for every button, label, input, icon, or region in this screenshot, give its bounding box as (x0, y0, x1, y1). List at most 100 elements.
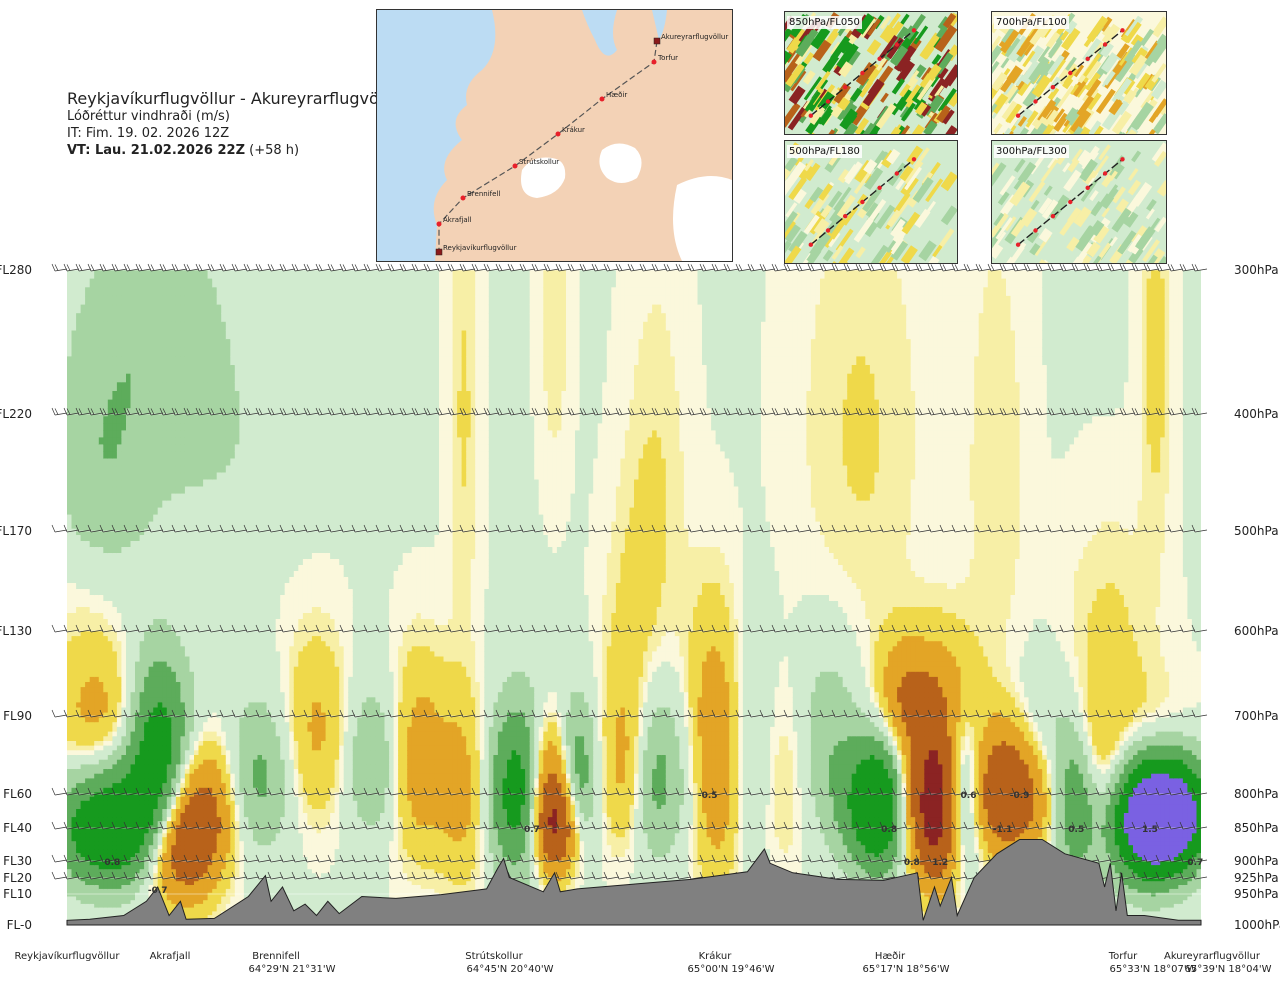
field-cell (203, 514, 209, 523)
field-cell (225, 641, 231, 647)
field-cell (80, 903, 86, 909)
field-cell (171, 750, 177, 756)
field-cell (180, 601, 186, 608)
field-cell (94, 571, 100, 578)
field-cell (203, 656, 209, 663)
field-cell (135, 583, 141, 590)
field-cell (162, 764, 168, 770)
field-cell (144, 731, 150, 737)
field-cell (112, 692, 118, 698)
field-cell (112, 444, 118, 452)
field-cell (198, 486, 204, 495)
minimap-cell (1156, 180, 1166, 197)
field-cell (157, 769, 163, 775)
field-cell (207, 304, 213, 314)
field-cell (85, 907, 91, 912)
waypoint-marker (436, 221, 442, 227)
field-cell (153, 769, 159, 775)
field-cell (126, 697, 132, 703)
field-cell (194, 295, 200, 306)
field-cell (112, 391, 118, 401)
field-cell (216, 804, 222, 810)
field-cell (166, 745, 172, 751)
field-cell (135, 676, 141, 683)
field-cell (216, 565, 222, 572)
field-cell (89, 313, 95, 323)
field-cell (71, 907, 77, 912)
field-cell (189, 804, 195, 810)
field-cell (166, 330, 172, 340)
field-cell (207, 313, 213, 323)
field-cell (107, 682, 113, 688)
field-cell (112, 430, 118, 438)
field-cell (157, 885, 163, 890)
field-cell (139, 881, 145, 886)
field-cell (71, 745, 77, 751)
field-cell (157, 841, 163, 846)
field-cell (157, 800, 163, 806)
field-cell (116, 813, 122, 818)
field-cell (148, 759, 154, 765)
field-cell (153, 804, 159, 810)
field-cell (207, 399, 213, 409)
field-cell (135, 702, 141, 709)
field-cell (148, 373, 154, 383)
minimap-cell (1020, 60, 1042, 85)
field-cell (184, 313, 190, 323)
field-cell (153, 444, 159, 452)
field-cell (203, 391, 209, 401)
field-cell (203, 787, 209, 794)
field-cell (194, 365, 200, 375)
field-cell (98, 731, 104, 737)
field-cell (71, 641, 77, 647)
field-cell (121, 507, 127, 516)
field-cell (107, 607, 113, 614)
field-cell (121, 873, 127, 878)
field-cell (148, 619, 154, 626)
field-cell (76, 399, 82, 409)
field-cell (98, 330, 104, 340)
field-cell (94, 837, 100, 842)
field-cell (180, 773, 186, 779)
field-cell (76, 313, 82, 323)
field-cell (189, 869, 195, 874)
field-cell (225, 507, 231, 516)
field-cell (112, 845, 118, 850)
minimap-cell (1116, 43, 1130, 59)
field-cell (144, 528, 150, 536)
field-cell (180, 270, 186, 280)
field-cell (216, 769, 222, 775)
field-cell (67, 702, 73, 709)
field-cell (221, 869, 227, 874)
field-cell (144, 408, 150, 417)
field-cell (85, 792, 91, 798)
field-cell (212, 731, 218, 737)
field-cell (130, 821, 136, 826)
field-cell (221, 697, 227, 703)
field-cell (103, 722, 109, 728)
field-cell (107, 865, 113, 870)
field-cell (157, 829, 163, 834)
field-cell (198, 619, 204, 626)
field-cell (162, 416, 168, 424)
field-cell (107, 769, 113, 775)
field-cell (94, 636, 100, 642)
field-cell (153, 671, 159, 678)
field-cell (207, 423, 213, 431)
field-cell (212, 472, 218, 481)
field-cell (207, 800, 213, 806)
field-cell (103, 853, 109, 858)
field-cell (139, 465, 145, 474)
field-cell (135, 892, 141, 898)
field-cell (198, 865, 204, 870)
field-cell (121, 821, 127, 826)
field-cell (180, 783, 186, 789)
field-cell (107, 881, 113, 886)
field-cell (175, 888, 181, 894)
field-cell (116, 479, 122, 488)
field-cell (103, 444, 109, 452)
field-cell (130, 565, 136, 572)
field-cell (180, 769, 186, 775)
field-cell (171, 451, 177, 459)
field-cell (94, 841, 100, 846)
